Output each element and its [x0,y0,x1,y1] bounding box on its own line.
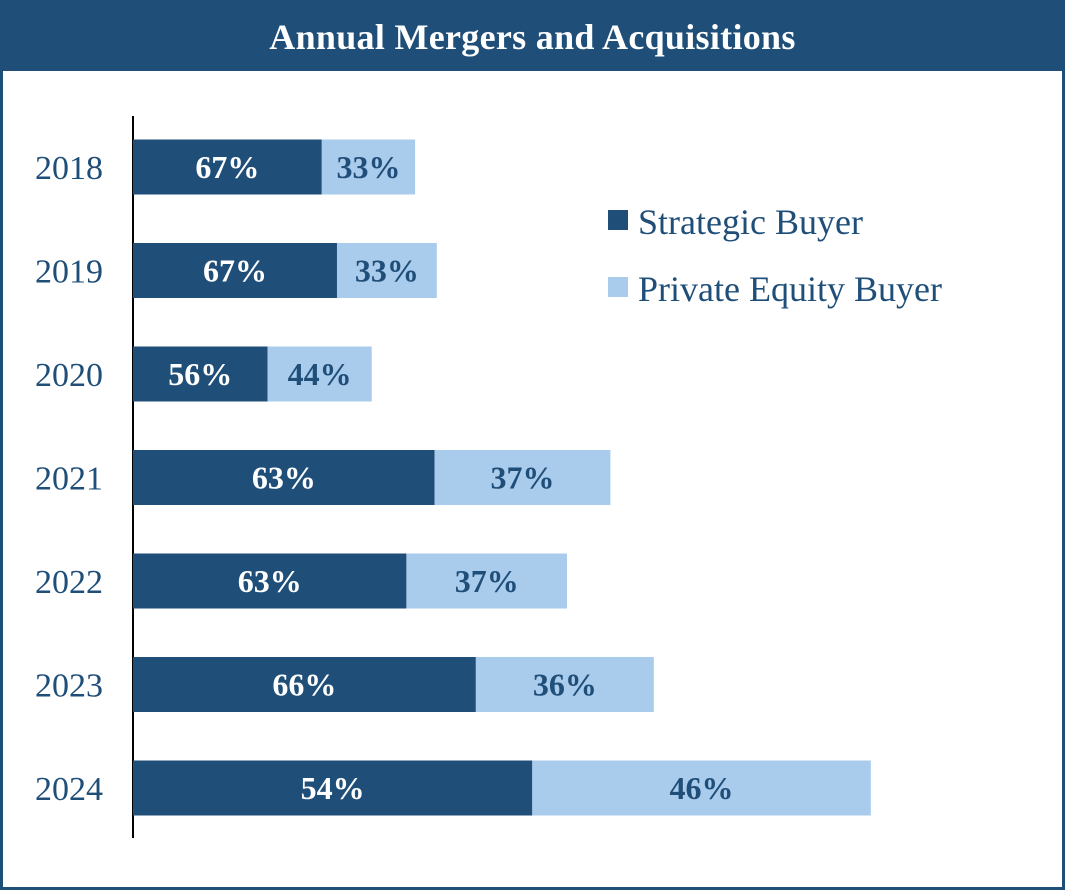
bar-strategic-buyer [133,139,322,195]
y-tick-label: 2022 [35,564,103,601]
legend-swatch [608,210,628,230]
bar-private-equity-buyer [321,139,416,195]
bar-private-equity-buyer [336,243,437,298]
data-label: 63% [238,563,302,599]
bar-private-equity-buyer [434,450,611,505]
bar-private-equity-buyer [475,657,654,712]
data-label: 33% [336,149,400,185]
bar-private-equity-buyer [406,553,567,609]
data-label: 37% [491,460,555,496]
bar-private-equity-buyer [532,760,871,816]
y-tick-label: 2019 [35,254,103,291]
data-label: 44% [288,356,352,392]
y-tick-label: 2024 [35,771,103,808]
y-tick-label: 2020 [35,357,103,394]
data-label: 33% [355,253,419,289]
data-label: 37% [455,563,519,599]
y-tick-label: 2023 [35,668,103,705]
chart-title: Annual Mergers and Acquisitions [269,17,796,57]
y-tick-label: 2018 [35,150,103,187]
title-bar: Annual Mergers and Acquisitions [3,3,1062,71]
legend-label: Strategic Buyer [638,202,863,242]
data-label: 66% [272,667,336,703]
data-label: 46% [670,770,734,806]
data-label: 54% [301,770,365,806]
data-label: 63% [252,460,316,496]
bar-strategic-buyer [133,657,476,712]
data-label: 67% [203,253,267,289]
data-label: 67% [195,149,259,185]
data-label: 56% [168,356,232,392]
legend-swatch [608,277,628,297]
bar-private-equity-buyer [267,346,372,402]
bar-strategic-buyer [133,346,268,402]
data-label: 36% [533,667,597,703]
bar-strategic-buyer [133,450,435,505]
bar-strategic-buyer [133,553,407,609]
legend-label: Private Equity Buyer [638,269,942,309]
y-tick-label: 2021 [35,461,103,498]
bar-strategic-buyer [133,243,337,298]
bar-strategic-buyer [133,760,533,816]
